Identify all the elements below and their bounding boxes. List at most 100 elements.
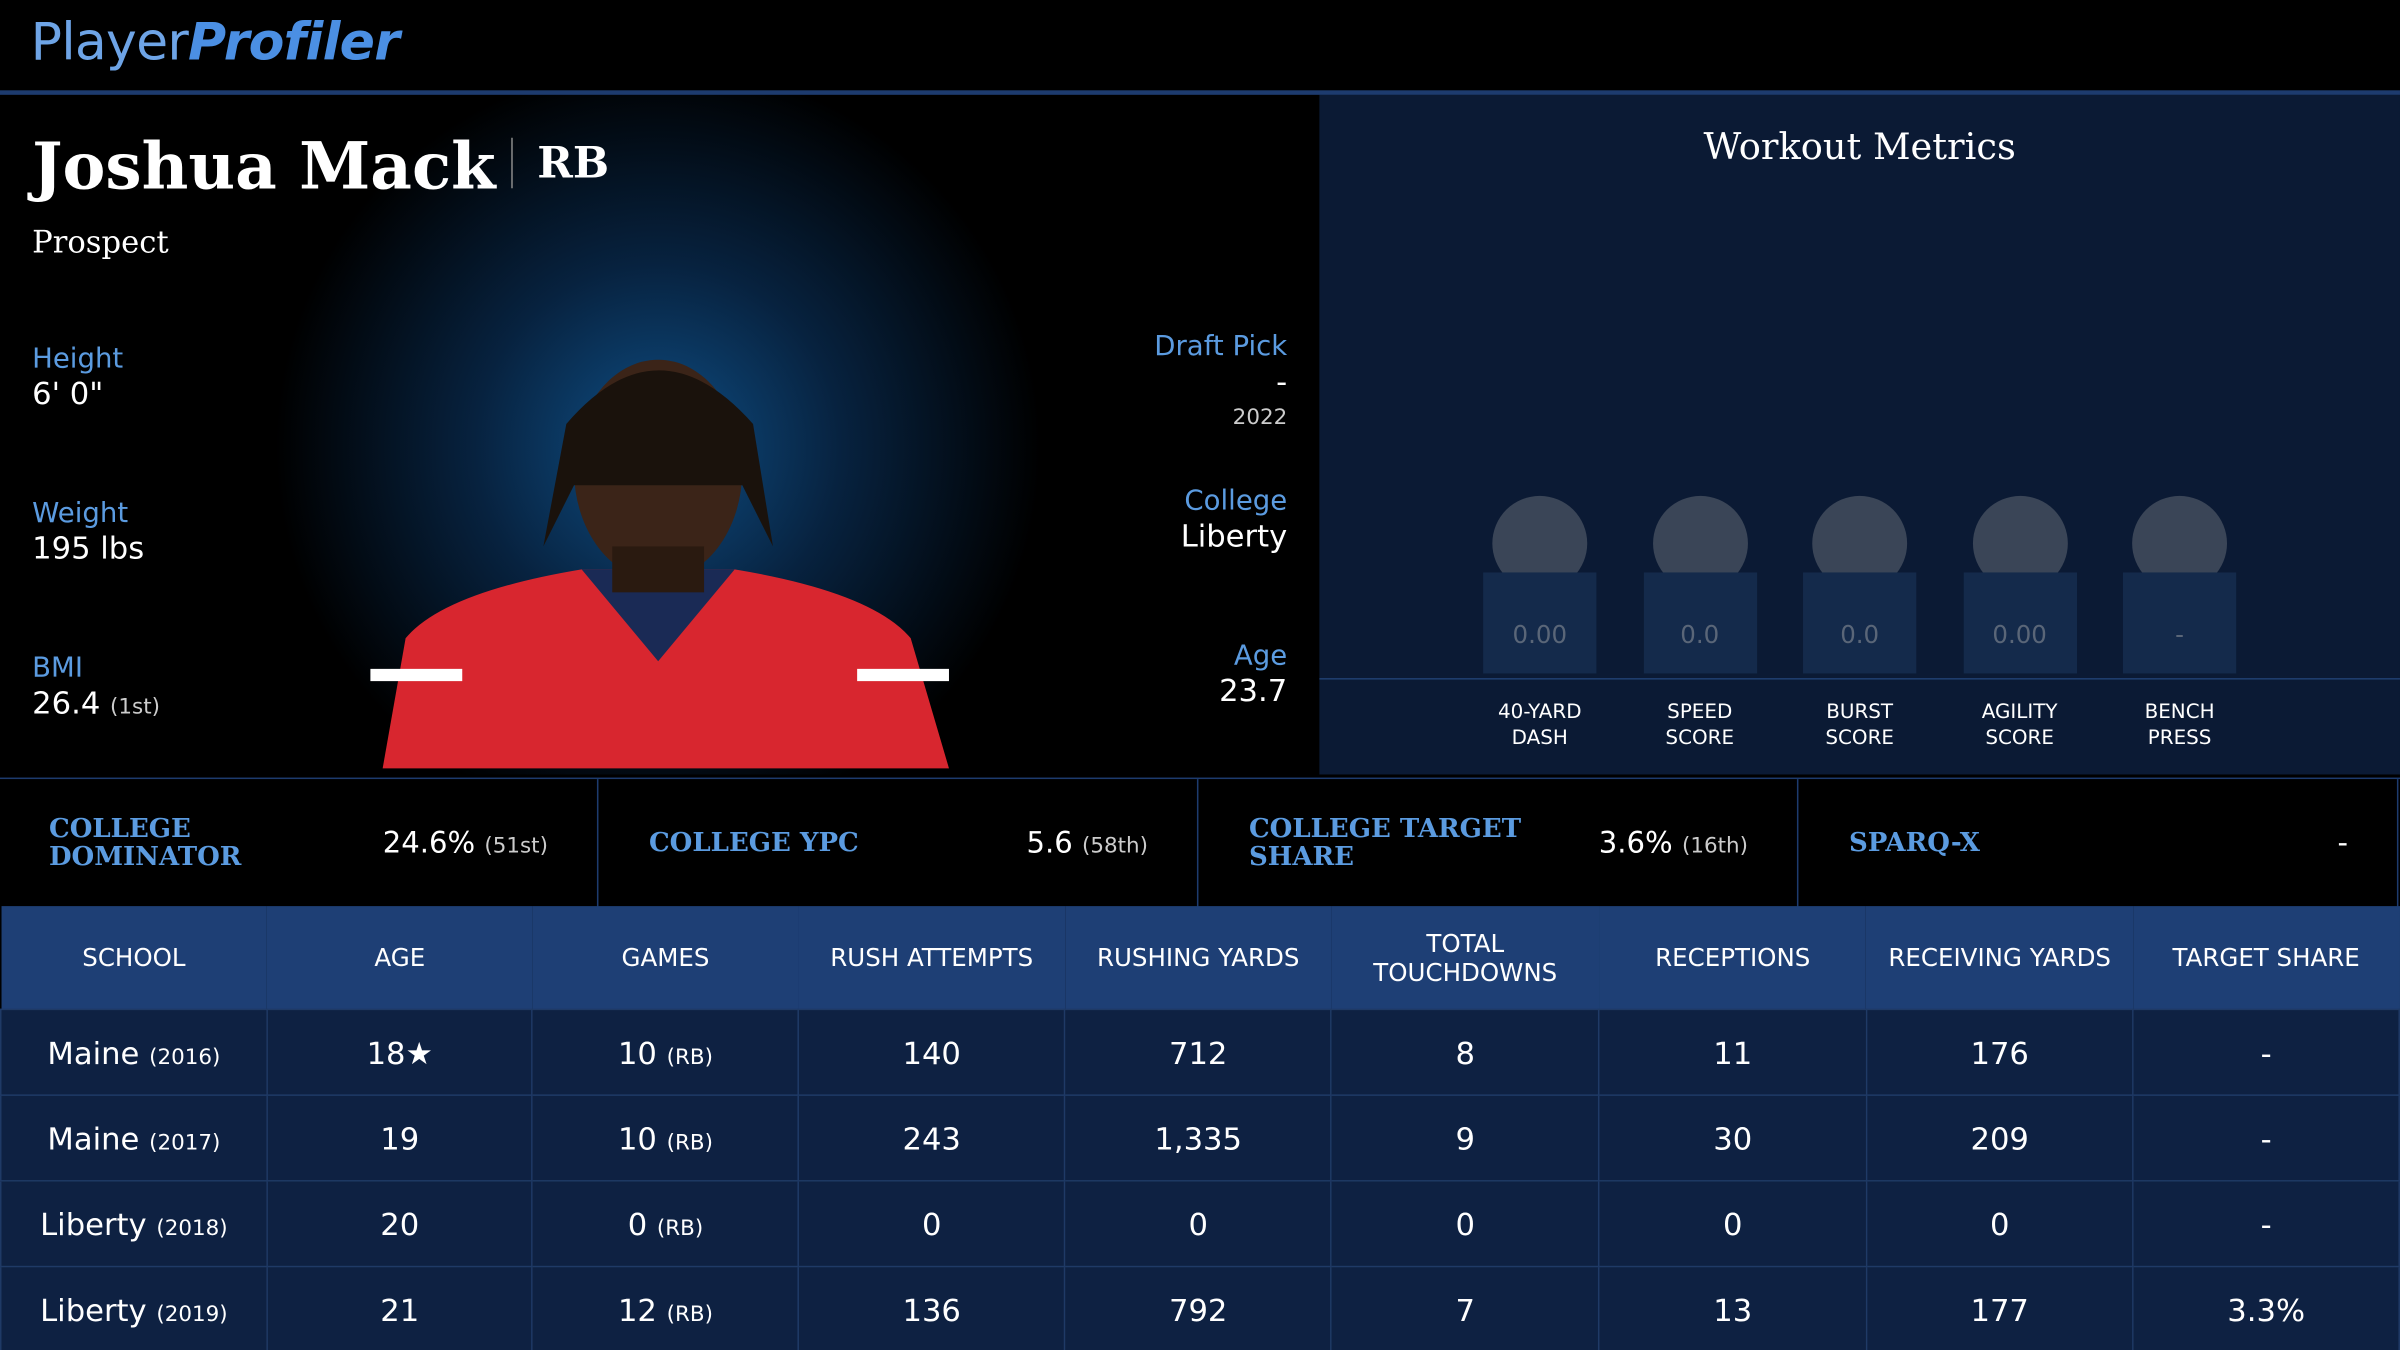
bio-value: 195 lbs	[32, 530, 144, 567]
table-cell: Liberty (2018)	[0, 1180, 268, 1268]
bio-value: Liberty	[1180, 517, 1288, 555]
divider	[1319, 678, 2400, 680]
table-cell: 11	[1598, 1008, 1868, 1096]
stat-number: 3.6%	[1598, 826, 1673, 861]
bio-item: BMI 26.4 (1st)	[32, 652, 160, 721]
stat-card: SPARQ-X -	[1800, 779, 2399, 908]
workout-metric: - BENCH PRESS	[2103, 495, 2256, 752]
column-header: TOTAL TOUCHDOWNS	[1331, 906, 1600, 1010]
cell-sub: (RB)	[666, 1044, 713, 1070]
table-cell: 3.3%	[2132, 1265, 2400, 1350]
table-cell: 13	[1598, 1265, 1868, 1350]
table-cell: 8	[1330, 1008, 1600, 1096]
player-position: RB	[511, 137, 609, 189]
table-cell: 21	[266, 1265, 534, 1350]
metric-label: AGILITY SCORE	[1981, 701, 2058, 750]
table-cell: 0 (RB)	[531, 1180, 800, 1268]
bio-item: Draft Pick - 2022	[1154, 331, 1287, 430]
metric-value: 0.0	[1643, 572, 1757, 674]
logo-first: Player	[30, 12, 189, 74]
bio-value: 26.4 (1st)	[32, 684, 160, 721]
table-row: Maine (2017) 19 10 (RB) 243 1,335 9 30 209-	[0, 1094, 2400, 1182]
cell-sub: (RB)	[666, 1130, 713, 1155]
metric-label: SPEED SCORE	[1665, 701, 1735, 750]
stat-rank: (51st)	[484, 834, 548, 859]
cell-sub: (2016)	[149, 1044, 221, 1070]
table-cell: -	[2132, 1094, 2400, 1182]
bio-number: 26.4	[32, 684, 101, 721]
player-name: Joshua Mack	[32, 128, 496, 204]
bio-rank: (1st)	[110, 694, 160, 720]
table-row: Liberty (2019) 21 12 (RB) 136 792 7 13 177 3.3%	[0, 1265, 2400, 1350]
bio-value: 23.7	[1219, 671, 1288, 709]
metric-label: 40-YARD DASH	[1498, 701, 1582, 750]
table-cell: 0	[1865, 1180, 2134, 1268]
cell-main: 10	[617, 1119, 657, 1157]
table-cell: 136	[797, 1265, 1066, 1350]
stat-card: COLLEGE DOMINATOR 24.6% (51st)	[0, 779, 599, 908]
bio-number: 6' 0"	[32, 374, 104, 412]
stat-number: -	[2337, 826, 2348, 861]
table-cell: 792	[1064, 1265, 1333, 1350]
bio-label: Draft Pick	[1154, 330, 1288, 363]
cell-sub: (2017)	[149, 1130, 221, 1155]
table-cell: 7	[1330, 1265, 1600, 1350]
table-cell: 243	[797, 1094, 1066, 1182]
table-cell: 177	[1865, 1265, 2134, 1350]
table-cell: 10 (RB)	[531, 1008, 800, 1096]
workout-metric: 0.00 AGILITY SCORE	[1943, 495, 2096, 752]
cell-main: Liberty	[40, 1205, 147, 1243]
table-cell: 0	[1598, 1180, 1868, 1268]
table-cell: -	[2132, 1008, 2400, 1096]
table-cell: 1,335	[1064, 1094, 1333, 1182]
workout-panel: Workout Metrics 0.00 40-YARD DASH 0.0 SPEED…	[1319, 94, 2400, 775]
column-header: RECEPTIONS	[1599, 906, 1867, 1010]
stat-card: COLLEGE TARGET SHARE 3.6% (16th)	[1200, 779, 1799, 908]
stat-value: 5.6 (58th)	[1026, 827, 1147, 861]
stat-value: 3.6% (16th)	[1599, 827, 1748, 861]
cell-main: Maine	[47, 1033, 140, 1071]
workout-metric: 0.0 SPEED SCORE	[1623, 495, 1776, 752]
table-row: Maine (2016) 18★ 10 (RB) 140 712 8 11 176-	[0, 1008, 2400, 1096]
player-panel: Joshua Mack RB Prospect Height 6' 0" Weigh…	[0, 94, 1320, 775]
stat-rank: (58th)	[1081, 834, 1148, 859]
header: PlayerProfiler	[0, 0, 2400, 95]
bio-label: Age	[1233, 639, 1288, 672]
table-cell: 10 (RB)	[531, 1094, 800, 1182]
cell-main: 12	[617, 1291, 657, 1328]
stat-label: COLLEGE TARGET SHARE	[1248, 814, 1522, 873]
column-header: RECEIVING YARDS	[1866, 906, 2134, 1010]
bio-item: Weight 195 lbs	[32, 497, 144, 566]
table-cell: 12 (RB)	[531, 1265, 800, 1350]
workout-title: Workout Metrics	[1703, 125, 2016, 169]
stat-label: COLLEGE YPC	[648, 828, 859, 859]
bio-label: Height	[32, 342, 124, 375]
table-cell: Liberty (2019)	[0, 1265, 268, 1350]
metric-label: BURST SCORE	[1825, 701, 1894, 750]
bio-item: College Liberty	[1181, 485, 1288, 554]
workout-metric: 0.0 BURST SCORE	[1783, 495, 1936, 752]
column-header: SCHOOL	[0, 906, 268, 1010]
table-cell: 140	[797, 1008, 1066, 1096]
table-cell: 0	[1064, 1180, 1333, 1268]
table-cell: 18★	[266, 1008, 534, 1096]
cell-sub: (2018)	[156, 1216, 228, 1241]
stat-number: 24.6%	[382, 826, 476, 861]
table-cell: 20	[266, 1180, 534, 1268]
stats-table: SCHOOL AGE GAMES RUSH ATTEMPTS RUSHING YARDS…	[0, 906, 2400, 1350]
table-cell: 712	[1064, 1008, 1333, 1096]
bio-item: Height 6' 0"	[32, 343, 123, 412]
stat-number: 5.6	[1026, 826, 1073, 861]
logo-second: Profiler	[187, 12, 400, 74]
bio-number: 195 lbs	[32, 529, 145, 567]
bio-label: BMI	[32, 652, 83, 685]
cell-main: 10	[617, 1033, 657, 1071]
stat-label: SPARQ-X	[1848, 828, 1980, 859]
logo[interactable]: PlayerProfiler	[30, 12, 400, 74]
stat-value: -	[2337, 827, 2347, 861]
table-cell: 209	[1865, 1094, 2134, 1182]
metric-value: 0.00	[1483, 572, 1597, 674]
stat-rank: (16th)	[1681, 834, 1748, 859]
bio-value: -	[1276, 362, 1288, 400]
